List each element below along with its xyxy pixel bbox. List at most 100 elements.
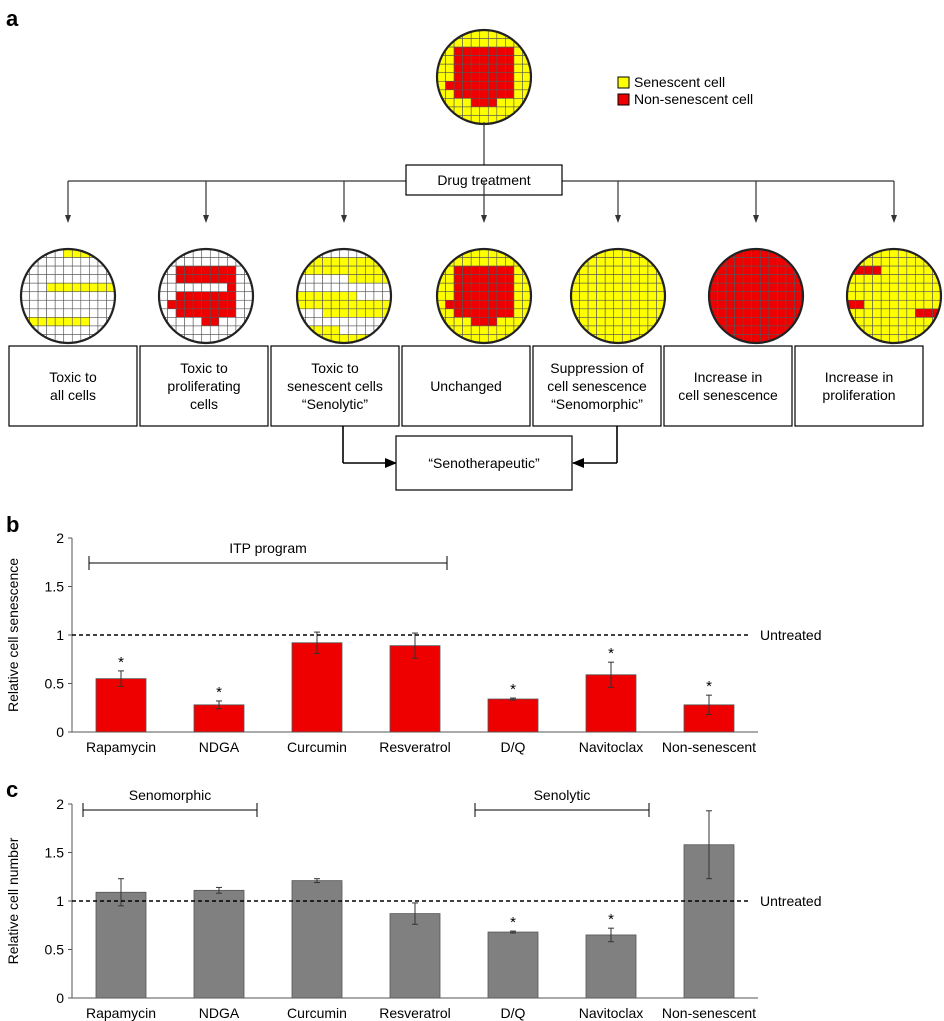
significance-mark: * [510, 681, 516, 698]
reference-label: Untreated [760, 627, 821, 643]
bar [193, 889, 245, 999]
outcome-box [794, 345, 924, 427]
drug-treatment-label: Drug treatment [437, 172, 530, 188]
chart-c: 0 0.5 1 1.5 2 Relative cell number Rapamycin ND… [5, 787, 821, 1021]
bar [291, 642, 343, 733]
y-tick-label: 1 [56, 893, 64, 909]
error-bar [412, 632, 418, 659]
legend-swatch-nonsenescent [617, 93, 630, 106]
bar [487, 698, 539, 733]
outcome-dish [19, 247, 117, 345]
outcome-box [270, 345, 400, 427]
x-tick-label: Non-senescent [662, 1005, 756, 1021]
outcome-dishes [19, 247, 943, 345]
error-bar [608, 661, 614, 688]
y-tick-label: 1 [56, 627, 64, 643]
bracket: Senomorphic [82, 787, 258, 817]
bar [95, 891, 147, 999]
x-tick-label: Navitoclax [579, 1005, 644, 1021]
significance-mark: * [608, 645, 614, 662]
outcome-dish [569, 247, 667, 345]
x-tick-label: Curcumin [287, 739, 347, 755]
bracket: ITP program [88, 540, 448, 570]
y-tick-label: 0 [56, 990, 64, 1006]
senotherapeutic-connector [342, 426, 618, 468]
outcome-dish [157, 247, 255, 345]
outcome-label: “Senomorphic” [551, 396, 643, 412]
outcome-dish [295, 247, 393, 345]
outcome-dish [435, 247, 533, 345]
y-tick-label: 1.5 [45, 579, 65, 595]
bracket-label: Senomorphic [129, 787, 212, 803]
y-tick-label: 2 [56, 530, 64, 546]
senotherapeutic-label: “Senotherapeutic” [428, 455, 540, 471]
bracket: Senolytic [474, 787, 650, 817]
reference-label: Untreated [760, 893, 821, 909]
error-bar [412, 902, 418, 925]
outcome-label: Increase in [694, 369, 762, 385]
error-bar [608, 927, 614, 943]
error-bar [706, 694, 712, 716]
y-tick-label: 1.5 [45, 845, 65, 861]
significance-mark: * [118, 654, 124, 671]
bar [193, 704, 245, 733]
senotherapeutic-box [395, 435, 573, 491]
error-bar [706, 810, 712, 880]
bar [487, 931, 539, 999]
outcome-label: Suppression of [550, 360, 644, 376]
panel-b-letter: b [6, 512, 19, 537]
y-tick-label: 0.5 [45, 942, 65, 958]
panel-c-letter: c [6, 777, 18, 802]
outcome-label: proliferating [167, 378, 240, 394]
outcome-boxes: Toxic to all cells Toxic to proliferating ce… [8, 345, 924, 427]
y-tick-label: 0.5 [45, 676, 65, 692]
legend-label-nonsenescent: Non-senescent cell [634, 91, 753, 107]
outcome-label: Increase in [825, 369, 893, 385]
legend: Senescent cell Non-senescent cell [617, 74, 753, 107]
outcome-label: senescent cells [287, 378, 383, 394]
x-tick-label: NDGA [199, 1005, 240, 1021]
bar [585, 934, 637, 999]
x-tick-label: Non-senescent [662, 739, 756, 755]
outcome-label: proliferation [822, 387, 895, 403]
x-tick-label: Rapamycin [86, 1005, 156, 1021]
panel-a-letter: a [6, 6, 19, 31]
outcome-box [139, 345, 269, 427]
outcome-label: Toxic to [311, 360, 359, 376]
chart-b: 0 0.5 1 1.5 2 Relative cell senescence * Rapamy… [5, 530, 821, 755]
x-tick-label: Resveratrol [379, 1005, 451, 1021]
outcome-label: Toxic to [49, 369, 97, 385]
outcome-dish [845, 247, 943, 345]
y-tick-label: 0 [56, 724, 64, 740]
outcome-box [401, 345, 531, 427]
significance-mark: * [216, 684, 222, 701]
x-tick-label: D/Q [501, 1005, 526, 1021]
x-tick-label: NDGA [199, 739, 240, 755]
y-tick-label: 2 [56, 796, 64, 812]
top-dish [435, 28, 533, 126]
bracket-label: ITP program [229, 540, 307, 556]
error-bar [314, 878, 320, 884]
bar [291, 880, 343, 999]
error-bar [216, 700, 222, 710]
significance-mark: * [706, 678, 712, 695]
x-tick-label: D/Q [501, 739, 526, 755]
outcome-box [8, 345, 138, 427]
outcome-label: cell senescence [547, 378, 647, 394]
bar [389, 913, 441, 999]
error-bar [118, 670, 124, 687]
branch-arrows [65, 181, 897, 223]
outcome-dish [707, 247, 805, 345]
error-bar [510, 697, 516, 701]
significance-mark: * [608, 911, 614, 928]
y-axis-label: Relative cell senescence [5, 558, 21, 712]
bar [389, 645, 441, 733]
outcome-label: “Senolytic” [302, 396, 368, 412]
significance-mark: * [510, 914, 516, 931]
y-axis-label: Relative cell number [5, 837, 21, 964]
bracket-label: Senolytic [534, 787, 591, 803]
outcome-label: Toxic to [180, 360, 228, 376]
outcome-label: Unchanged [430, 378, 502, 394]
x-tick-label: Rapamycin [86, 739, 156, 755]
